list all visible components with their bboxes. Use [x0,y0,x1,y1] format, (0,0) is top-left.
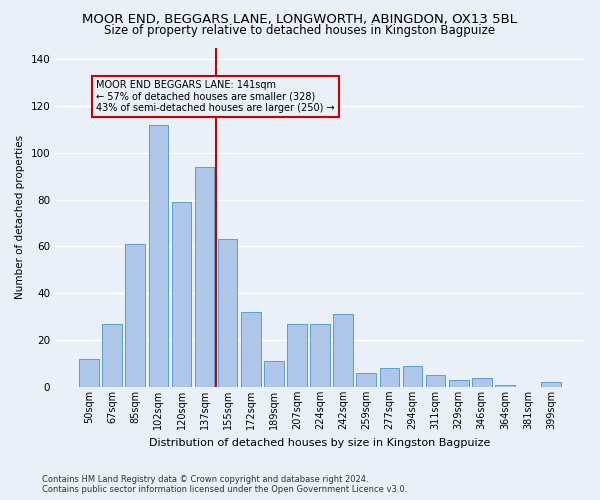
Bar [241,312,260,387]
Bar [149,124,168,387]
Y-axis label: Number of detached properties: Number of detached properties [15,135,25,300]
Text: MOOR END BEGGARS LANE: 141sqm
← 57% of detached houses are smaller (328)
43% of : MOOR END BEGGARS LANE: 141sqm ← 57% of d… [96,80,335,114]
Bar [172,202,191,387]
Bar [426,375,445,387]
Bar [403,366,422,387]
Bar [356,373,376,387]
Bar [334,314,353,387]
Bar [310,324,330,387]
Bar [264,361,284,387]
Bar [218,240,238,387]
Bar [287,324,307,387]
Bar [449,380,469,387]
Bar [495,384,515,387]
Bar [195,167,214,387]
Text: Size of property relative to detached houses in Kingston Bagpuize: Size of property relative to detached ho… [104,24,496,37]
Text: MOOR END, BEGGARS LANE, LONGWORTH, ABINGDON, OX13 5BL: MOOR END, BEGGARS LANE, LONGWORTH, ABING… [83,12,517,26]
Text: Contains HM Land Registry data © Crown copyright and database right 2024.
Contai: Contains HM Land Registry data © Crown c… [42,474,407,494]
Bar [472,378,491,387]
Bar [380,368,399,387]
Bar [541,382,561,387]
X-axis label: Distribution of detached houses by size in Kingston Bagpuize: Distribution of detached houses by size … [149,438,491,448]
Bar [79,359,99,387]
Bar [103,324,122,387]
Bar [125,244,145,387]
